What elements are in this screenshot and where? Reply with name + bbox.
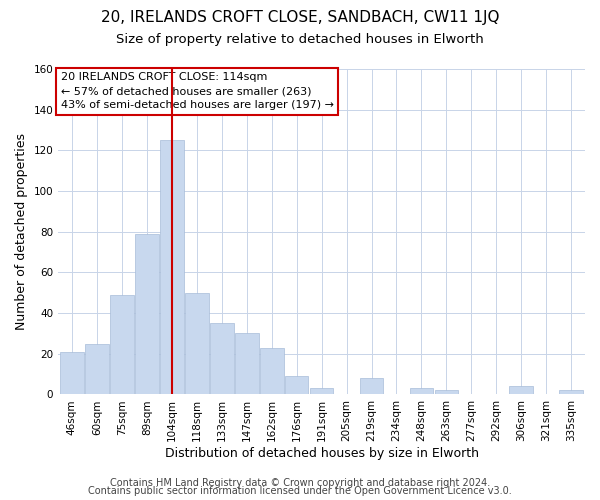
- Bar: [310, 388, 334, 394]
- Bar: [285, 376, 308, 394]
- Bar: [160, 140, 184, 394]
- Bar: [509, 386, 533, 394]
- Text: Size of property relative to detached houses in Elworth: Size of property relative to detached ho…: [116, 32, 484, 46]
- Bar: [260, 348, 284, 395]
- Text: 20, IRELANDS CROFT CLOSE, SANDBACH, CW11 1JQ: 20, IRELANDS CROFT CLOSE, SANDBACH, CW11…: [101, 10, 499, 25]
- Bar: [434, 390, 458, 394]
- Bar: [359, 378, 383, 394]
- Text: 20 IRELANDS CROFT CLOSE: 114sqm
← 57% of detached houses are smaller (263)
43% o: 20 IRELANDS CROFT CLOSE: 114sqm ← 57% of…: [61, 72, 334, 110]
- Bar: [410, 388, 433, 394]
- X-axis label: Distribution of detached houses by size in Elworth: Distribution of detached houses by size …: [164, 447, 479, 460]
- Bar: [85, 344, 109, 394]
- Bar: [135, 234, 158, 394]
- Text: Contains HM Land Registry data © Crown copyright and database right 2024.: Contains HM Land Registry data © Crown c…: [110, 478, 490, 488]
- Bar: [185, 293, 209, 394]
- Bar: [110, 295, 134, 394]
- Text: Contains public sector information licensed under the Open Government Licence v3: Contains public sector information licen…: [88, 486, 512, 496]
- Y-axis label: Number of detached properties: Number of detached properties: [15, 133, 28, 330]
- Bar: [210, 324, 233, 394]
- Bar: [235, 334, 259, 394]
- Bar: [60, 352, 84, 395]
- Bar: [559, 390, 583, 394]
